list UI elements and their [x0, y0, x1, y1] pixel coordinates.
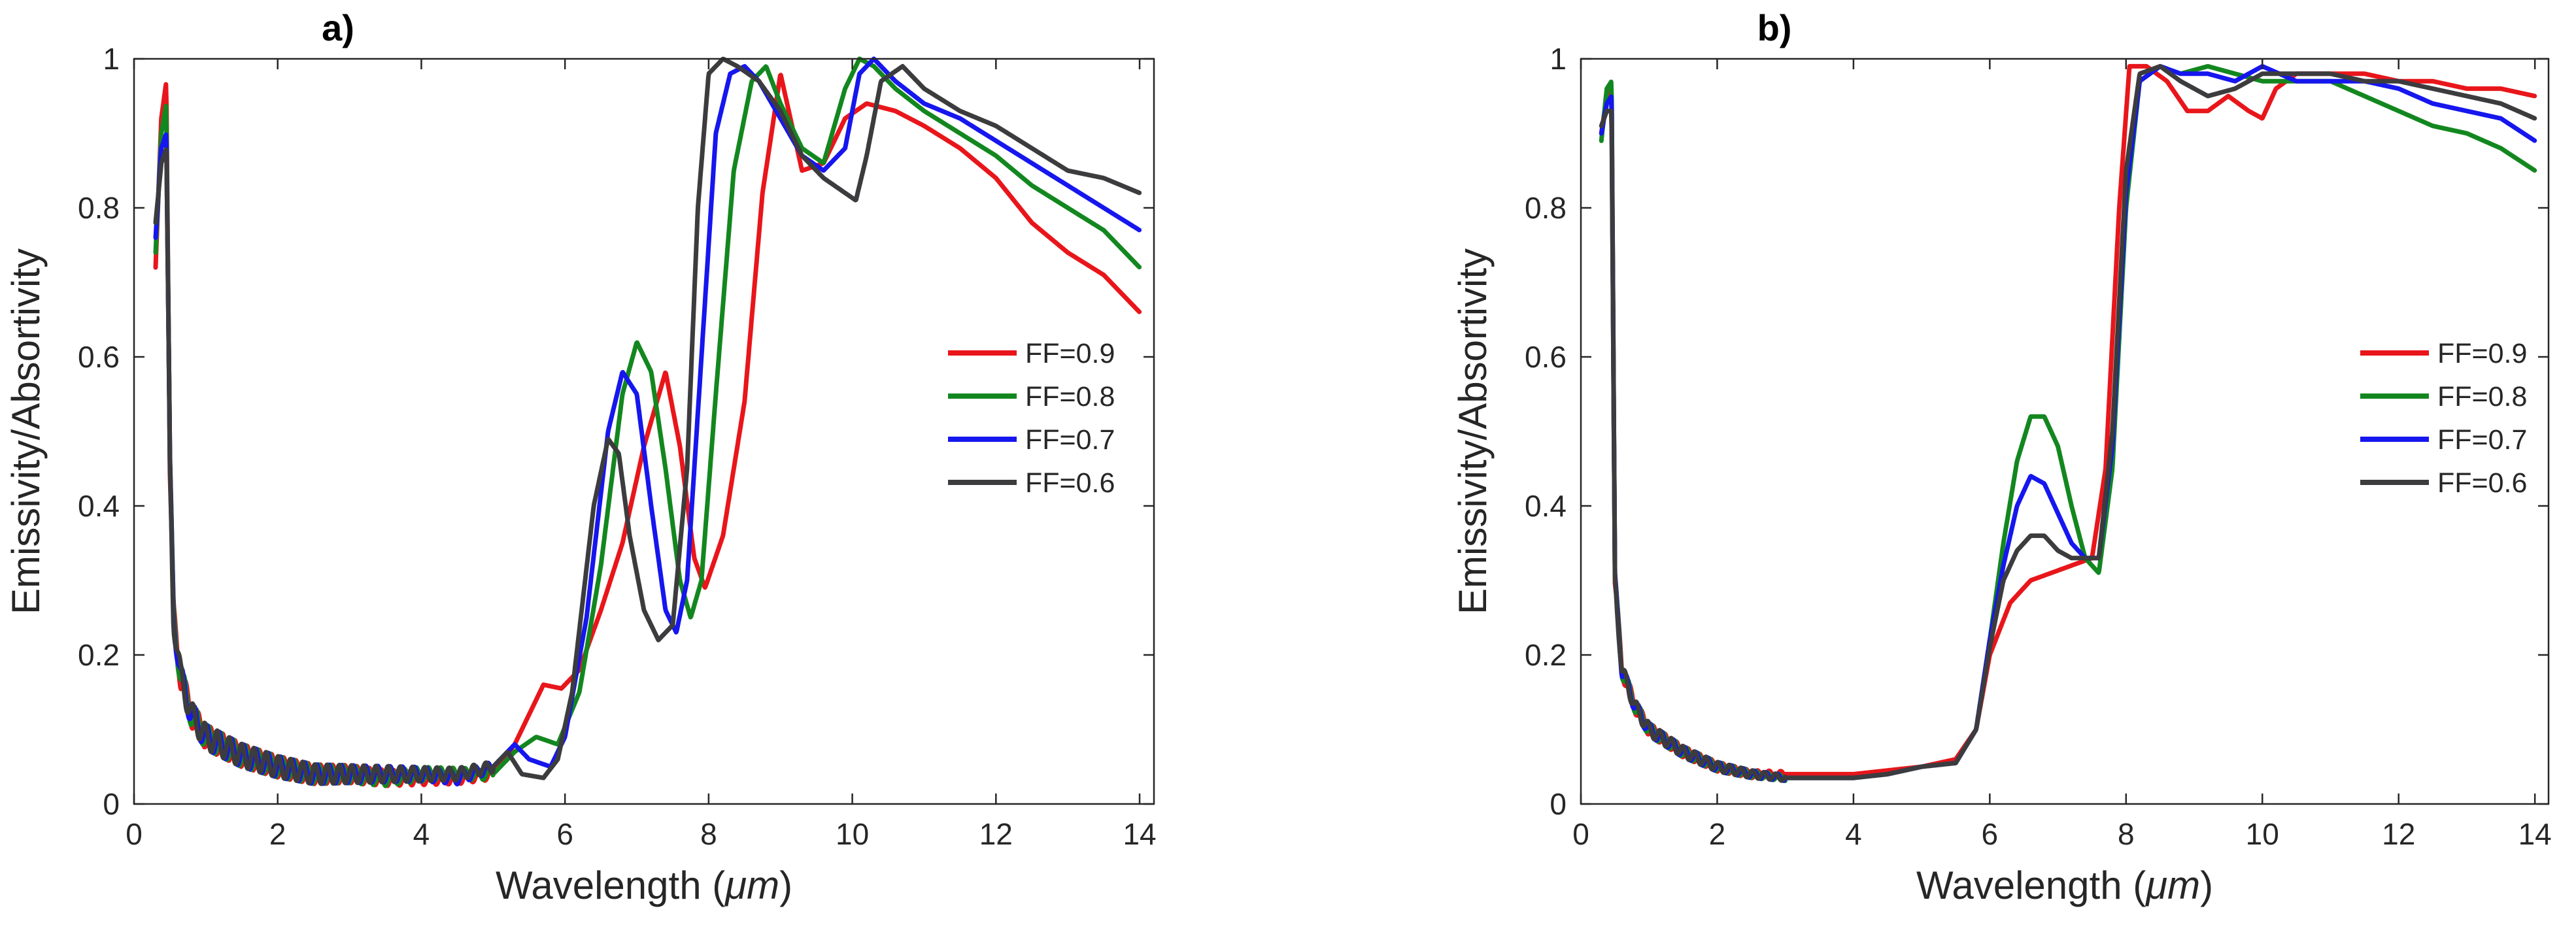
legend-entry: FF=0.6	[1025, 467, 1115, 499]
y-tick-label: 0	[1550, 787, 1567, 821]
legend-entry: FF=0.7	[1025, 424, 1115, 456]
legend-entry: FF=0.8	[2437, 381, 2527, 412]
chart-panel-a: 0 2 4 6 8 10 12 14 0 0.2 0.4 0.6 0.8 1 a) Wavelength (μ…	[4, 7, 1157, 907]
legend-entry: FF=0.7	[2437, 424, 2527, 456]
y-tick-label: 0.4	[1525, 489, 1567, 523]
panel-title: b)	[1757, 7, 1792, 48]
legend-entry: FF=0.8	[1025, 381, 1115, 412]
x-tick-label: 8	[2118, 817, 2135, 851]
x-tick-label: 0	[1572, 817, 1589, 851]
panel-title: a)	[322, 7, 354, 48]
y-tick-label: 0.2	[78, 638, 120, 672]
y-tick-label: 1	[103, 42, 120, 76]
x-tick-label: 14	[2518, 817, 2552, 851]
x-tick-label: 10	[2246, 817, 2279, 851]
series-line-ff09	[1599, 63, 2537, 780]
legend-entry: FF=0.9	[1025, 338, 1115, 369]
x-tick-label: 4	[413, 817, 430, 851]
series-line-ff06	[1599, 63, 2537, 783]
x-tick-label: 12	[2382, 817, 2415, 851]
legend-entry: FF=0.9	[2437, 338, 2527, 369]
x-tick-label: 12	[979, 817, 1013, 851]
y-axis-label: Emissivity/Absortivity	[4, 248, 48, 614]
y-tick-label: 0.6	[78, 340, 120, 374]
legend-entry: FF=0.6	[2437, 467, 2527, 499]
y-tick-label: 0.4	[78, 489, 120, 523]
series-line-ff08	[153, 56, 1142, 788]
x-tick-label: 8	[700, 817, 717, 851]
chart-panel-b: 0 2 4 6 8 10 12 14 0 0.2 0.4 0.6 0.8 1 b) Wavelength (μ…	[1451, 7, 2552, 907]
series-lines	[153, 56, 1142, 788]
legend: FF=0.9 FF=0.8 FF=0.7 FF=0.6	[2360, 338, 2527, 499]
x-tick-label: 10	[836, 817, 869, 851]
y-tick-label: 0.8	[78, 191, 120, 225]
y-tick-label: 0.8	[1525, 191, 1567, 225]
x-tick-label: 4	[1845, 817, 1862, 851]
series-line-ff06	[153, 56, 1142, 786]
y-axis-label: Emissivity/Absortivity	[1451, 248, 1495, 614]
x-tick-label: 14	[1123, 817, 1156, 851]
y-tick-label: 0.2	[1525, 638, 1567, 672]
x-axis-label: Wavelength (μm)	[1916, 863, 2213, 907]
x-tick-label: 2	[269, 817, 286, 851]
series-lines	[1599, 63, 2537, 784]
series-line-ff07	[1599, 63, 2537, 783]
x-tick-label: 0	[126, 817, 143, 851]
axes-box	[133, 58, 1155, 805]
series-line-ff08	[1599, 63, 2537, 784]
series-line-ff07	[153, 56, 1142, 787]
axes-box	[1580, 58, 2550, 805]
x-axis-label: Wavelength (μm)	[496, 863, 792, 907]
x-tick-label: 6	[556, 817, 573, 851]
series-line-ff09	[153, 73, 1142, 788]
x-tick-label: 2	[1709, 817, 1726, 851]
x-tick-label: 6	[1982, 817, 1999, 851]
y-tick-label: 0.6	[1525, 340, 1567, 374]
legend: FF=0.9 FF=0.8 FF=0.7 FF=0.6	[948, 338, 1115, 499]
y-tick-label: 0	[103, 787, 120, 821]
y-tick-label: 1	[1550, 42, 1567, 76]
